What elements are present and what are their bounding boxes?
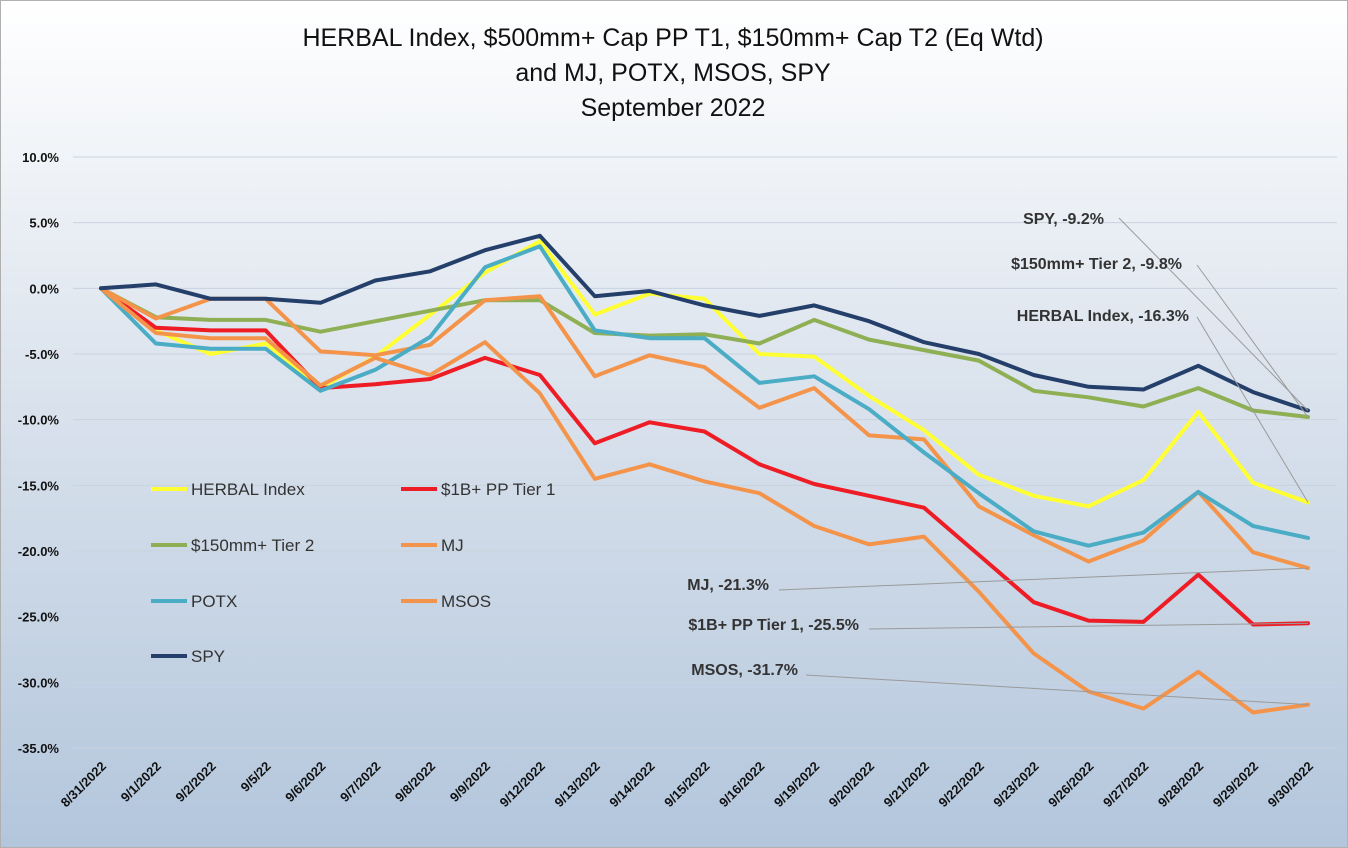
chart-title-line-3: September 2022 bbox=[581, 94, 766, 122]
y-tick-label: -15.0% bbox=[18, 478, 60, 493]
annotation-leader-line bbox=[805, 674, 1309, 706]
x-tick-label: 9/16/2022 bbox=[716, 759, 768, 811]
series-lines bbox=[99, 233, 1310, 715]
annotation-label: SPY, -9.2% bbox=[1023, 211, 1104, 228]
x-tick-label: 9/29/2022 bbox=[1210, 759, 1262, 811]
x-tick-label: 9/22/2022 bbox=[935, 759, 987, 811]
x-tick-label: 9/19/2022 bbox=[771, 759, 823, 811]
annotation-leader-line bbox=[778, 567, 1309, 591]
y-tick-label: -35.0% bbox=[18, 741, 60, 756]
annotation-leader-line bbox=[1196, 264, 1309, 418]
series-line-mj bbox=[99, 286, 1310, 571]
x-tick-label: 8/31/2022 bbox=[58, 759, 110, 811]
y-tick-label: -20.0% bbox=[18, 544, 60, 559]
chart-title-line-1: HERBAL Index, $500mm+ Cap PP T1, $150mm+… bbox=[302, 24, 1043, 52]
y-tick-label: -10.0% bbox=[18, 413, 60, 428]
y-tick-label: -25.0% bbox=[18, 610, 60, 625]
legend-label: $1B+ PP Tier 1 bbox=[441, 480, 556, 499]
y-tick-label: 0.0% bbox=[29, 281, 59, 296]
x-tick-label: 9/14/2022 bbox=[606, 759, 658, 811]
x-tick-label: 9/8/2022 bbox=[392, 759, 438, 805]
y-axis: 10.0% 5.0% 0.0% -5.0% -10.0% -15.0% -20.0% -25.… bbox=[18, 150, 60, 756]
series-line--150mm-tier-2 bbox=[99, 286, 1310, 419]
x-tick-label: 9/12/2022 bbox=[497, 759, 549, 811]
annotation-leader-line bbox=[868, 622, 1309, 630]
x-tick-label: 9/21/2022 bbox=[881, 759, 933, 811]
annotation-label: MJ, -21.3% bbox=[687, 577, 769, 594]
x-tick-label: 9/27/2022 bbox=[1100, 759, 1152, 811]
annotation-label: MSOS, -31.7% bbox=[691, 662, 798, 679]
x-tick-label: 9/26/2022 bbox=[1045, 759, 1097, 811]
annotation-leader-line bbox=[1196, 316, 1309, 503]
x-tick-label: 9/6/2022 bbox=[282, 759, 328, 805]
legend-label: $150mm+ Tier 2 bbox=[191, 536, 314, 555]
legend-label: MSOS bbox=[441, 592, 491, 611]
series-line-herbal-index bbox=[99, 239, 1310, 509]
chart-title-line-2: and MJ, POTX, MSOS, SPY bbox=[515, 59, 831, 87]
y-tick-label: 10.0% bbox=[22, 150, 59, 165]
annotation-label: $1B+ PP Tier 1, -25.5% bbox=[688, 617, 859, 634]
x-tick-label: 9/5/22 bbox=[238, 759, 274, 795]
x-tick-label: 9/20/2022 bbox=[826, 759, 878, 811]
legend-label: HERBAL Index bbox=[191, 480, 305, 499]
legend: HERBAL Index $1B+ PP Tier 1 $150mm+ Tier 2… bbox=[151, 480, 556, 666]
x-tick-label: 9/7/2022 bbox=[337, 759, 383, 805]
series-line-potx bbox=[99, 244, 1310, 548]
series-line-spy bbox=[99, 233, 1310, 413]
y-tick-label: -5.0% bbox=[25, 347, 59, 362]
x-tick-label: 9/1/2022 bbox=[118, 759, 164, 805]
annotation-leader-line bbox=[1118, 217, 1309, 411]
legend-label: MJ bbox=[441, 536, 464, 555]
x-tick-label: 9/2/2022 bbox=[172, 759, 218, 805]
x-tick-label: 9/23/2022 bbox=[990, 759, 1042, 811]
x-tick-label: 9/30/2022 bbox=[1265, 759, 1317, 811]
annotation-label: $150mm+ Tier 2, -9.8% bbox=[1011, 256, 1182, 273]
y-tick-label: -30.0% bbox=[18, 675, 60, 690]
chart-title: HERBAL Index, $500mm+ Cap PP T1, $150mm+… bbox=[302, 24, 1043, 122]
x-axis: 8/31/2022 9/1/2022 9/2/2022 9/5/22 9/6/2022 9… bbox=[58, 759, 1317, 811]
x-tick-label: 9/9/2022 bbox=[447, 759, 493, 805]
x-tick-label: 9/28/2022 bbox=[1155, 759, 1207, 811]
x-tick-label: 9/13/2022 bbox=[551, 759, 603, 811]
legend-label: SPY bbox=[191, 647, 225, 666]
y-tick-label: 5.0% bbox=[29, 216, 59, 231]
gridlines bbox=[73, 156, 1337, 749]
x-tick-label: 9/15/2022 bbox=[661, 759, 713, 811]
annotations: SPY, -9.2% $150mm+ Tier 2, -9.8% HERBAL In… bbox=[687, 211, 1309, 706]
annotation-label: HERBAL Index, -16.3% bbox=[1017, 308, 1189, 325]
legend-label: POTX bbox=[191, 592, 237, 611]
series-line-msos bbox=[99, 286, 1310, 715]
